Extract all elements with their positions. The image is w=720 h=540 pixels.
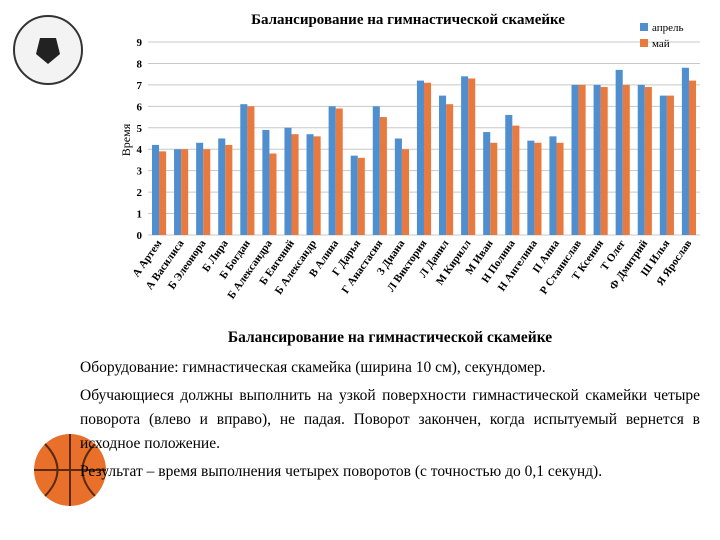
chart-title: Балансирование на гимнастической скамейк… [251,12,565,28]
y-tick-label: 6 [137,101,143,113]
bar [416,80,424,235]
bar [306,134,314,235]
bar [394,138,402,235]
bar [571,84,579,235]
bar [688,80,697,235]
bar [181,149,189,235]
bar [483,132,491,235]
bar [247,106,255,235]
y-tick-label: 3 [137,166,143,178]
legend-swatch [640,23,648,31]
bar [622,84,630,235]
bar [240,104,248,235]
bar [600,87,608,236]
bar [159,151,167,235]
bar [218,138,226,235]
y-tick-label: 4 [137,144,143,156]
legend-label: апрель [652,22,684,34]
paragraph: Результат – время выполнения четырех пов… [80,463,603,480]
legend-label: май [652,38,670,50]
bar [335,108,343,235]
bar [401,149,409,235]
bar [681,67,689,235]
bar [196,142,204,235]
legend-swatch [640,39,648,47]
y-tick-label: 5 [137,123,143,135]
bar [534,142,542,235]
ball-decoration [36,38,60,64]
bar [512,125,520,235]
bar [203,149,211,235]
bar [174,149,182,235]
y-tick-label: 1 [137,209,143,221]
bar [593,84,601,235]
bar [549,136,557,235]
y-tick-label: 8 [137,58,143,70]
bar [350,155,358,235]
bar [269,153,277,235]
bar [659,95,667,235]
text-block: Балансирование на гимнастической скамейк… [80,326,700,488]
heading: Балансирование на гимнастической скамейк… [227,329,553,346]
y-tick-label: 0 [137,230,143,242]
bar [527,140,535,235]
bar [446,104,454,235]
bar [357,157,365,235]
y-tick-label: 7 [137,80,143,92]
bar [644,87,652,236]
bar [379,117,387,235]
paragraph: Обучающиеся должны выполнить на узкой по… [80,387,700,452]
bar [284,127,292,235]
bar [424,82,432,235]
y-axis-label: Время [119,123,133,156]
bar [328,106,336,235]
bar [151,144,160,235]
paragraph: Оборудование: гимнастическая скамейка (ш… [80,359,546,376]
basketball-decoration [34,434,106,506]
y-tick-label: 2 [137,187,143,199]
bar [615,69,623,235]
bar [439,95,447,235]
bar [262,129,270,235]
bar [505,114,513,235]
bar [578,84,586,235]
y-tick-label: 9 [137,37,143,49]
bar [372,106,380,235]
bar [461,76,469,235]
bar [468,78,476,235]
bar [490,142,498,235]
bar [291,134,299,235]
bar [556,142,564,235]
bar [225,144,233,235]
bar [666,95,674,235]
bar [637,84,645,235]
bar [313,136,321,235]
